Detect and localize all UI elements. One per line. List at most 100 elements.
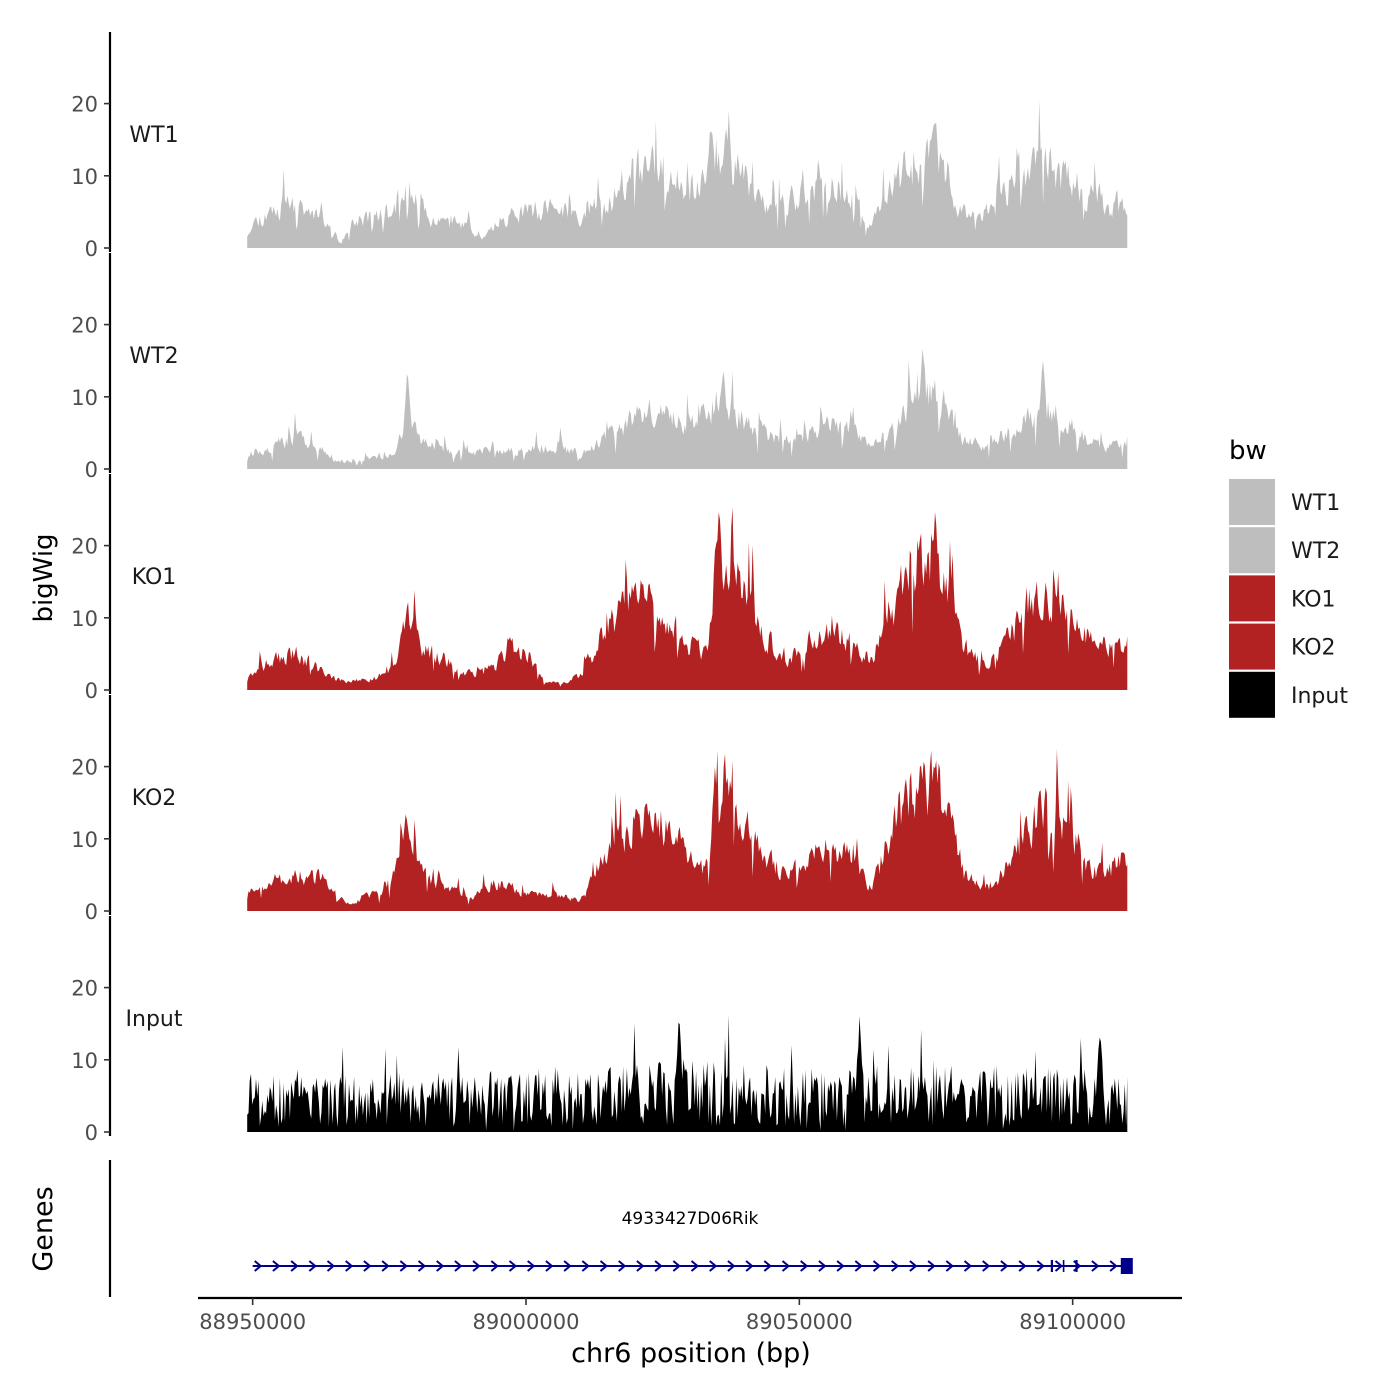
strand-arrow — [527, 1260, 536, 1272]
legend-label: WT1 — [1291, 491, 1340, 516]
strand-arrow — [563, 1260, 572, 1272]
legend-title: bw — [1229, 436, 1267, 466]
strand-arrow — [690, 1260, 700, 1272]
strand-arrow — [399, 1260, 408, 1272]
strand-arrow — [1054, 1260, 1064, 1272]
x-tick-label: 89100000 — [1019, 1310, 1126, 1334]
strand-arrow — [672, 1260, 681, 1272]
track-ko1: 0 10 20 KO1 — [71, 474, 1128, 703]
track-input: 0 10 20 Input — [71, 916, 1128, 1145]
exon — [1062, 1260, 1065, 1272]
strand-arrow — [1091, 1260, 1100, 1272]
y-tick-label: 20 — [71, 977, 98, 1001]
legend-label: Input — [1291, 684, 1348, 709]
strand-arrow — [290, 1260, 299, 1272]
strand-arrow — [763, 1260, 772, 1272]
strand-arrow — [800, 1260, 809, 1272]
strand-arrow — [363, 1260, 372, 1272]
legend-item: WT2 — [1229, 527, 1340, 574]
legend-item: Input — [1229, 671, 1348, 718]
strand-arrow — [727, 1260, 736, 1272]
y-tick-label: 10 — [71, 1049, 98, 1073]
strand-arrow — [654, 1260, 663, 1272]
x-axis: 88950000 89000000 89050000 89100000 — [198, 1296, 1182, 1334]
coverage-area — [247, 1014, 1128, 1132]
track-wt1: 0 10 20 WT1 — [71, 32, 1128, 261]
strand-arrow — [618, 1260, 627, 1272]
strand-arrow — [909, 1260, 918, 1272]
y-tick-label: 20 — [71, 756, 98, 780]
x-axis-label: chr6 position (bp) — [571, 1338, 811, 1369]
legend-swatch — [1229, 623, 1275, 670]
track-wt2: 0 10 20 WT2 — [71, 253, 1128, 482]
strand-arrow — [508, 1260, 518, 1272]
exon — [1075, 1260, 1078, 1272]
gene-model: 4933427D06Rik — [252, 1209, 1133, 1274]
track-panels: 0 10 20 WT1 0 10 20 WT2 0 10 20 KO1 0 10 20 KO2 0 10 20 Inp… — [71, 32, 1128, 1145]
strand-arrow — [982, 1260, 991, 1272]
track-label: Input — [126, 1007, 183, 1032]
strand-arrow — [454, 1260, 463, 1272]
y-tick-label: 0 — [85, 458, 98, 482]
strand-arrow — [581, 1260, 590, 1272]
strand-arrow — [836, 1260, 845, 1272]
track-label: WT2 — [129, 344, 178, 369]
x-tick-label: 88950000 — [199, 1310, 306, 1334]
legend-item: WT1 — [1229, 479, 1340, 525]
gene-panel-label: Genes — [28, 1186, 59, 1271]
x-tick-label: 89000000 — [473, 1310, 580, 1334]
strand-arrow — [272, 1260, 281, 1272]
strand-arrow — [709, 1260, 718, 1272]
strand-arrow — [945, 1260, 954, 1272]
track-label: KO2 — [132, 786, 177, 811]
strand-arrow — [927, 1260, 936, 1272]
y-tick-label: 20 — [71, 535, 98, 559]
y-tick-label: 0 — [85, 1121, 98, 1145]
legend: bw WT1 WT2 KO1 KO2 Input — [1229, 436, 1348, 718]
strand-arrow — [326, 1260, 336, 1272]
strand-arrow — [781, 1260, 791, 1272]
strand-arrow — [1018, 1260, 1027, 1272]
y-tick-label: 10 — [71, 386, 98, 410]
strand-arrow — [436, 1260, 445, 1272]
strand-arrow — [472, 1260, 481, 1272]
coverage-area — [247, 749, 1128, 911]
track-ko2: 0 10 20 KO2 — [71, 695, 1128, 924]
strand-arrow — [599, 1260, 609, 1272]
coverage-area — [247, 507, 1128, 690]
legend-swatch — [1229, 527, 1275, 574]
strand-arrow — [636, 1260, 645, 1272]
legend-label: KO1 — [1291, 587, 1336, 612]
strand-arrow — [545, 1260, 554, 1272]
y-tick-label: 20 — [71, 314, 98, 338]
strand-arrow — [254, 1260, 263, 1272]
strand-arrow — [345, 1260, 354, 1272]
legend-item: KO1 — [1229, 575, 1336, 622]
strand-arrow — [308, 1260, 317, 1272]
strand-arrow — [1109, 1260, 1118, 1272]
y-tick-label: 0 — [85, 237, 98, 261]
coverage-area — [247, 99, 1128, 249]
y-tick-label: 20 — [71, 93, 98, 117]
strand-arrow — [854, 1260, 863, 1272]
y-tick-label: 10 — [71, 165, 98, 189]
strand-arrow — [963, 1260, 973, 1272]
y-tick-label: 0 — [85, 679, 98, 703]
strand-arrow — [872, 1260, 882, 1272]
strand-arrow — [891, 1260, 900, 1272]
strand-arrow — [490, 1260, 499, 1272]
strand-arrow — [818, 1260, 827, 1272]
strand-arrow — [745, 1260, 754, 1272]
legend-label: KO2 — [1291, 636, 1336, 661]
legend-label: WT2 — [1291, 539, 1340, 564]
y-tick-label: 10 — [71, 607, 98, 631]
y-tick-label: 0 — [85, 900, 98, 924]
track-label: KO1 — [132, 565, 177, 590]
coverage-area — [247, 348, 1128, 469]
strand-arrow — [417, 1260, 427, 1272]
x-tick-label: 89050000 — [746, 1310, 853, 1334]
legend-item: KO2 — [1229, 623, 1336, 670]
y-tick-label: 10 — [71, 828, 98, 852]
gene-panel: Genes 4933427D06Rik — [28, 1160, 1133, 1297]
